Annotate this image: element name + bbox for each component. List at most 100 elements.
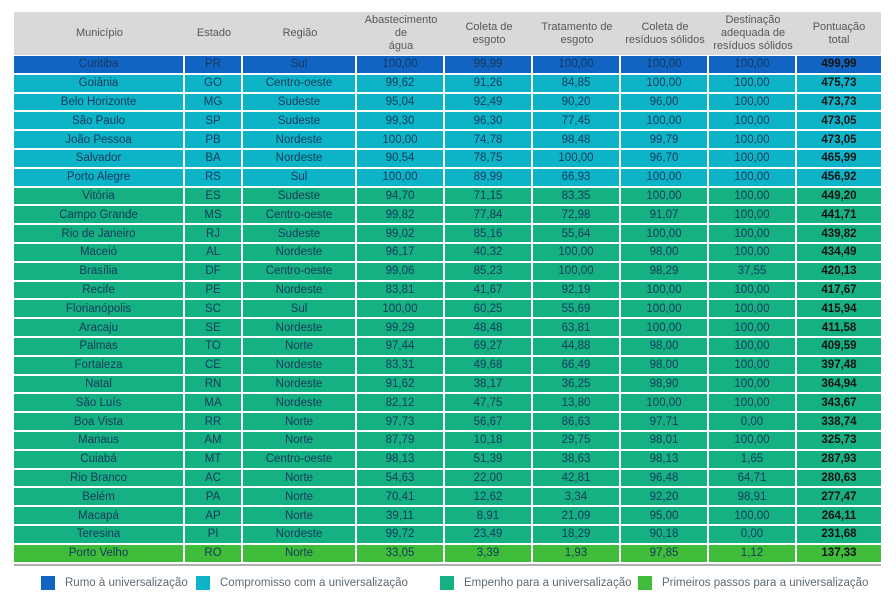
tratamento-esgoto-cell: 21,09 bbox=[533, 507, 621, 526]
abastecimento-agua-cell: 70,41 bbox=[357, 488, 445, 508]
pontuacao-total-cell: 499,99 bbox=[797, 56, 881, 75]
coleta-esgoto-cell: 99,99 bbox=[445, 56, 533, 75]
pontuacao-total-cell: 417,67 bbox=[797, 281, 881, 301]
table-row: Manaus AM Norte 87,79 10,18 29,75 98,01 … bbox=[14, 431, 881, 451]
abastecimento-agua-cell: 90,54 bbox=[357, 149, 445, 169]
estado-cell: RR bbox=[185, 413, 243, 432]
municipio-cell: Rio Branco bbox=[14, 469, 185, 489]
municipio-cell: Boa Vista bbox=[14, 413, 185, 432]
destinacao-residuos-cell: 1,65 bbox=[709, 450, 797, 470]
coleta-residuos-cell: 96,48 bbox=[621, 469, 709, 489]
abastecimento-agua-cell: 99,29 bbox=[357, 319, 445, 338]
abastecimento-agua-cell: 100,00 bbox=[357, 56, 445, 75]
destinacao-residuos-cell: 100,00 bbox=[709, 93, 797, 113]
table-row: Rio de Janeiro RJ Sudeste 99,02 85,16 55… bbox=[14, 225, 881, 244]
pontuacao-total-cell: 280,63 bbox=[797, 469, 881, 489]
table-row: Teresina PI Nordeste 99,72 23,49 18,29 9… bbox=[14, 525, 881, 545]
pontuacao-total-cell: 411,58 bbox=[797, 319, 881, 338]
coleta-esgoto-cell: 51,39 bbox=[445, 450, 533, 470]
coleta-residuos-cell: 97,85 bbox=[621, 544, 709, 564]
table-row: Brasília DF Centro-oeste 99,06 85,23 100… bbox=[14, 262, 881, 282]
pontuacao-total-cell: 397,48 bbox=[797, 356, 881, 376]
destinacao-residuos-cell: 100,00 bbox=[709, 56, 797, 75]
table-row: Porto Velho RO Norte 33,05 3,39 1,93 97,… bbox=[14, 544, 881, 564]
abastecimento-agua-cell: 100,00 bbox=[357, 131, 445, 150]
abastecimento-agua-cell: 83,81 bbox=[357, 281, 445, 301]
table-row: Macapá AP Norte 39,11 8,91 21,09 95,00 1… bbox=[14, 507, 881, 526]
tratamento-esgoto-cell: 100,00 bbox=[533, 262, 621, 282]
estado-cell: MA bbox=[185, 394, 243, 414]
abastecimento-agua-cell: 99,06 bbox=[357, 262, 445, 282]
estado-cell: AP bbox=[185, 507, 243, 526]
coleta-residuos-cell: 91,07 bbox=[621, 206, 709, 226]
abastecimento-agua-cell: 95,04 bbox=[357, 93, 445, 113]
coleta-esgoto-cell: 49,68 bbox=[445, 356, 533, 376]
col-header-pontuacao-total: Pontuação total bbox=[797, 12, 881, 56]
estado-cell: CE bbox=[185, 356, 243, 376]
table-row: Salvador BA Nordeste 90,54 78,75 100,00 … bbox=[14, 149, 881, 169]
regiao-cell: Nordeste bbox=[243, 525, 357, 545]
regiao-cell: Sudeste bbox=[243, 112, 357, 132]
regiao-cell: Nordeste bbox=[243, 394, 357, 414]
tratamento-esgoto-cell: 1,93 bbox=[533, 544, 621, 564]
pontuacao-total-cell: 449,20 bbox=[797, 187, 881, 207]
tratamento-esgoto-cell: 98,48 bbox=[533, 131, 621, 150]
tratamento-esgoto-cell: 55,69 bbox=[533, 300, 621, 320]
destinacao-residuos-cell: 100,00 bbox=[709, 168, 797, 188]
regiao-cell: Norte bbox=[243, 431, 357, 451]
legend-item-empenho: Empenho para a universalização bbox=[440, 573, 632, 593]
estado-cell: MS bbox=[185, 206, 243, 226]
destinacao-residuos-cell: 100,00 bbox=[709, 149, 797, 169]
coleta-esgoto-cell: 8,91 bbox=[445, 507, 533, 526]
destinacao-residuos-cell: 100,00 bbox=[709, 187, 797, 207]
abastecimento-agua-cell: 97,44 bbox=[357, 337, 445, 357]
table-row: Natal RN Nordeste 91,62 38,17 36,25 98,9… bbox=[14, 375, 881, 395]
coleta-residuos-cell: 100,00 bbox=[621, 168, 709, 188]
estado-cell: SP bbox=[185, 112, 243, 132]
pontuacao-total-cell: 264,11 bbox=[797, 507, 881, 526]
pontuacao-total-cell: 473,73 bbox=[797, 93, 881, 113]
municipio-cell: Fortaleza bbox=[14, 356, 185, 376]
table-row: Belo Horizonte MG Sudeste 95,04 92,49 90… bbox=[14, 93, 881, 113]
coleta-esgoto-cell: 96,30 bbox=[445, 112, 533, 132]
coleta-residuos-cell: 100,00 bbox=[621, 187, 709, 207]
tratamento-esgoto-cell: 72,98 bbox=[533, 206, 621, 226]
municipio-cell: Macapá bbox=[14, 507, 185, 526]
coleta-residuos-cell: 100,00 bbox=[621, 112, 709, 132]
regiao-cell: Norte bbox=[243, 544, 357, 564]
coleta-esgoto-cell: 85,16 bbox=[445, 225, 533, 244]
legend-item-rumo: Rumo à universalização bbox=[41, 573, 188, 593]
category-legend: Rumo à universalização Compromisso com a… bbox=[14, 573, 881, 593]
coleta-residuos-cell: 100,00 bbox=[621, 394, 709, 414]
municipio-cell: Salvador bbox=[14, 149, 185, 169]
municipio-cell: Campo Grande bbox=[14, 206, 185, 226]
coleta-esgoto-cell: 71,15 bbox=[445, 187, 533, 207]
coleta-residuos-cell: 98,13 bbox=[621, 450, 709, 470]
estado-cell: SC bbox=[185, 300, 243, 320]
abastecimento-agua-cell: 83,31 bbox=[357, 356, 445, 376]
estado-cell: PR bbox=[185, 56, 243, 75]
col-header-coleta-residuos: Coleta de resíduos sólidos bbox=[621, 12, 709, 56]
abastecimento-agua-cell: 91,62 bbox=[357, 375, 445, 395]
tratamento-esgoto-cell: 29,75 bbox=[533, 431, 621, 451]
estado-cell: AM bbox=[185, 431, 243, 451]
legend-swatch-primeiros bbox=[638, 576, 652, 590]
table-row: São Luís MA Nordeste 82,12 47,75 13,80 1… bbox=[14, 394, 881, 414]
estado-cell: BA bbox=[185, 149, 243, 169]
estado-cell: RS bbox=[185, 168, 243, 188]
pontuacao-total-cell: 231,68 bbox=[797, 525, 881, 545]
coleta-residuos-cell: 98,01 bbox=[621, 431, 709, 451]
municipio-cell: Curitiba bbox=[14, 56, 185, 75]
municipio-cell: Brasília bbox=[14, 262, 185, 282]
pontuacao-total-cell: 434,49 bbox=[797, 243, 881, 263]
municipio-cell: Palmas bbox=[14, 337, 185, 357]
regiao-cell: Nordeste bbox=[243, 281, 357, 301]
pontuacao-total-cell: 420,13 bbox=[797, 262, 881, 282]
estado-cell: TO bbox=[185, 337, 243, 357]
destinacao-residuos-cell: 37,55 bbox=[709, 262, 797, 282]
pontuacao-total-cell: 473,05 bbox=[797, 131, 881, 150]
pontuacao-total-cell: 325,73 bbox=[797, 431, 881, 451]
table-row: Cuiabá MT Centro-oeste 98,13 51,39 38,63… bbox=[14, 450, 881, 470]
abastecimento-agua-cell: 87,79 bbox=[357, 431, 445, 451]
tratamento-esgoto-cell: 84,85 bbox=[533, 74, 621, 94]
